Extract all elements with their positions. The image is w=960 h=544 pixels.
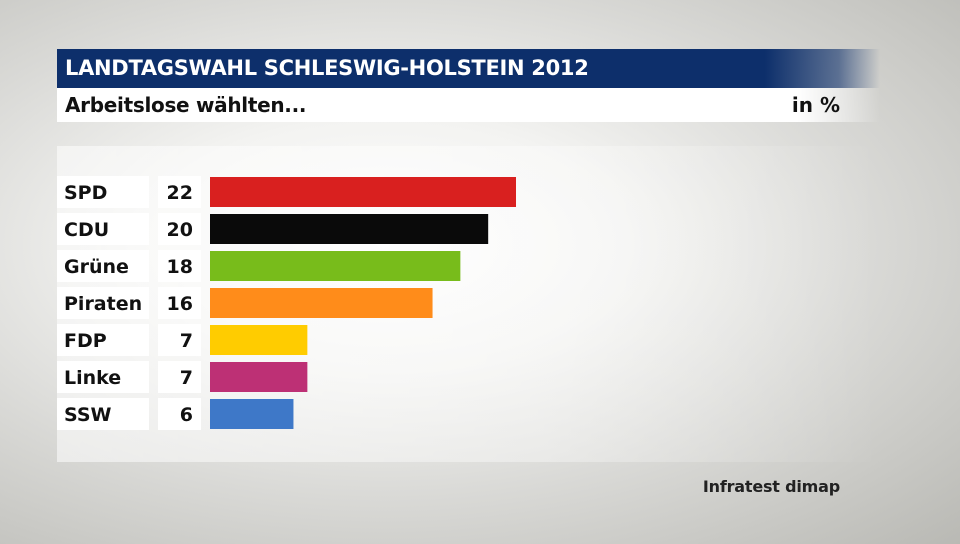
category-label-fdp: FDP — [64, 330, 107, 352]
value-label-box — [158, 213, 201, 245]
category-label-box — [57, 324, 149, 356]
category-label-box — [57, 250, 149, 282]
bar-linke — [210, 362, 308, 392]
bar-grne — [210, 251, 461, 281]
category-label-box — [57, 398, 149, 430]
value-label-linke: 7 — [180, 367, 193, 389]
category-label-ssw: SSW — [64, 404, 112, 426]
category-label-box — [57, 213, 149, 245]
value-label-box — [158, 176, 201, 208]
category-label-box — [57, 176, 149, 208]
value-label-fdp: 7 — [180, 330, 193, 352]
value-label-box — [158, 361, 201, 393]
unit-label: in % — [791, 93, 840, 117]
value-label-cdu: 20 — [167, 219, 193, 241]
value-label-grne: 18 — [167, 256, 193, 278]
title-bar: LANDTAGSWAHL SCHLESWIG-HOLSTEIN 2012 — [57, 49, 880, 88]
bar-ssw — [210, 399, 294, 429]
value-label-spd: 22 — [167, 182, 193, 204]
subtitle-bar: Arbeitslose wählten... in % — [57, 88, 880, 122]
value-label-box — [158, 250, 201, 282]
bar-fdp — [210, 325, 308, 355]
category-label-grne: Grüne — [64, 256, 129, 278]
category-label-linke: Linke — [64, 367, 121, 389]
chart-title: LANDTAGSWAHL SCHLESWIG-HOLSTEIN 2012 — [65, 56, 589, 80]
chart-subtitle: Arbeitslose wählten... — [65, 93, 307, 117]
category-label-piraten: Piraten — [64, 293, 142, 315]
bar-spd — [210, 177, 516, 207]
value-label-box — [158, 398, 201, 430]
source-label: Infratest dimap — [702, 477, 840, 496]
bar-piraten — [210, 288, 433, 318]
bar-cdu — [210, 214, 489, 244]
value-label-ssw: 6 — [180, 404, 193, 426]
category-label-spd: SPD — [64, 182, 107, 204]
value-label-box — [158, 324, 201, 356]
category-label-box — [57, 361, 149, 393]
category-label-box — [57, 287, 149, 319]
value-label-piraten: 16 — [167, 293, 193, 315]
value-label-box — [158, 287, 201, 319]
category-label-cdu: CDU — [64, 219, 109, 241]
